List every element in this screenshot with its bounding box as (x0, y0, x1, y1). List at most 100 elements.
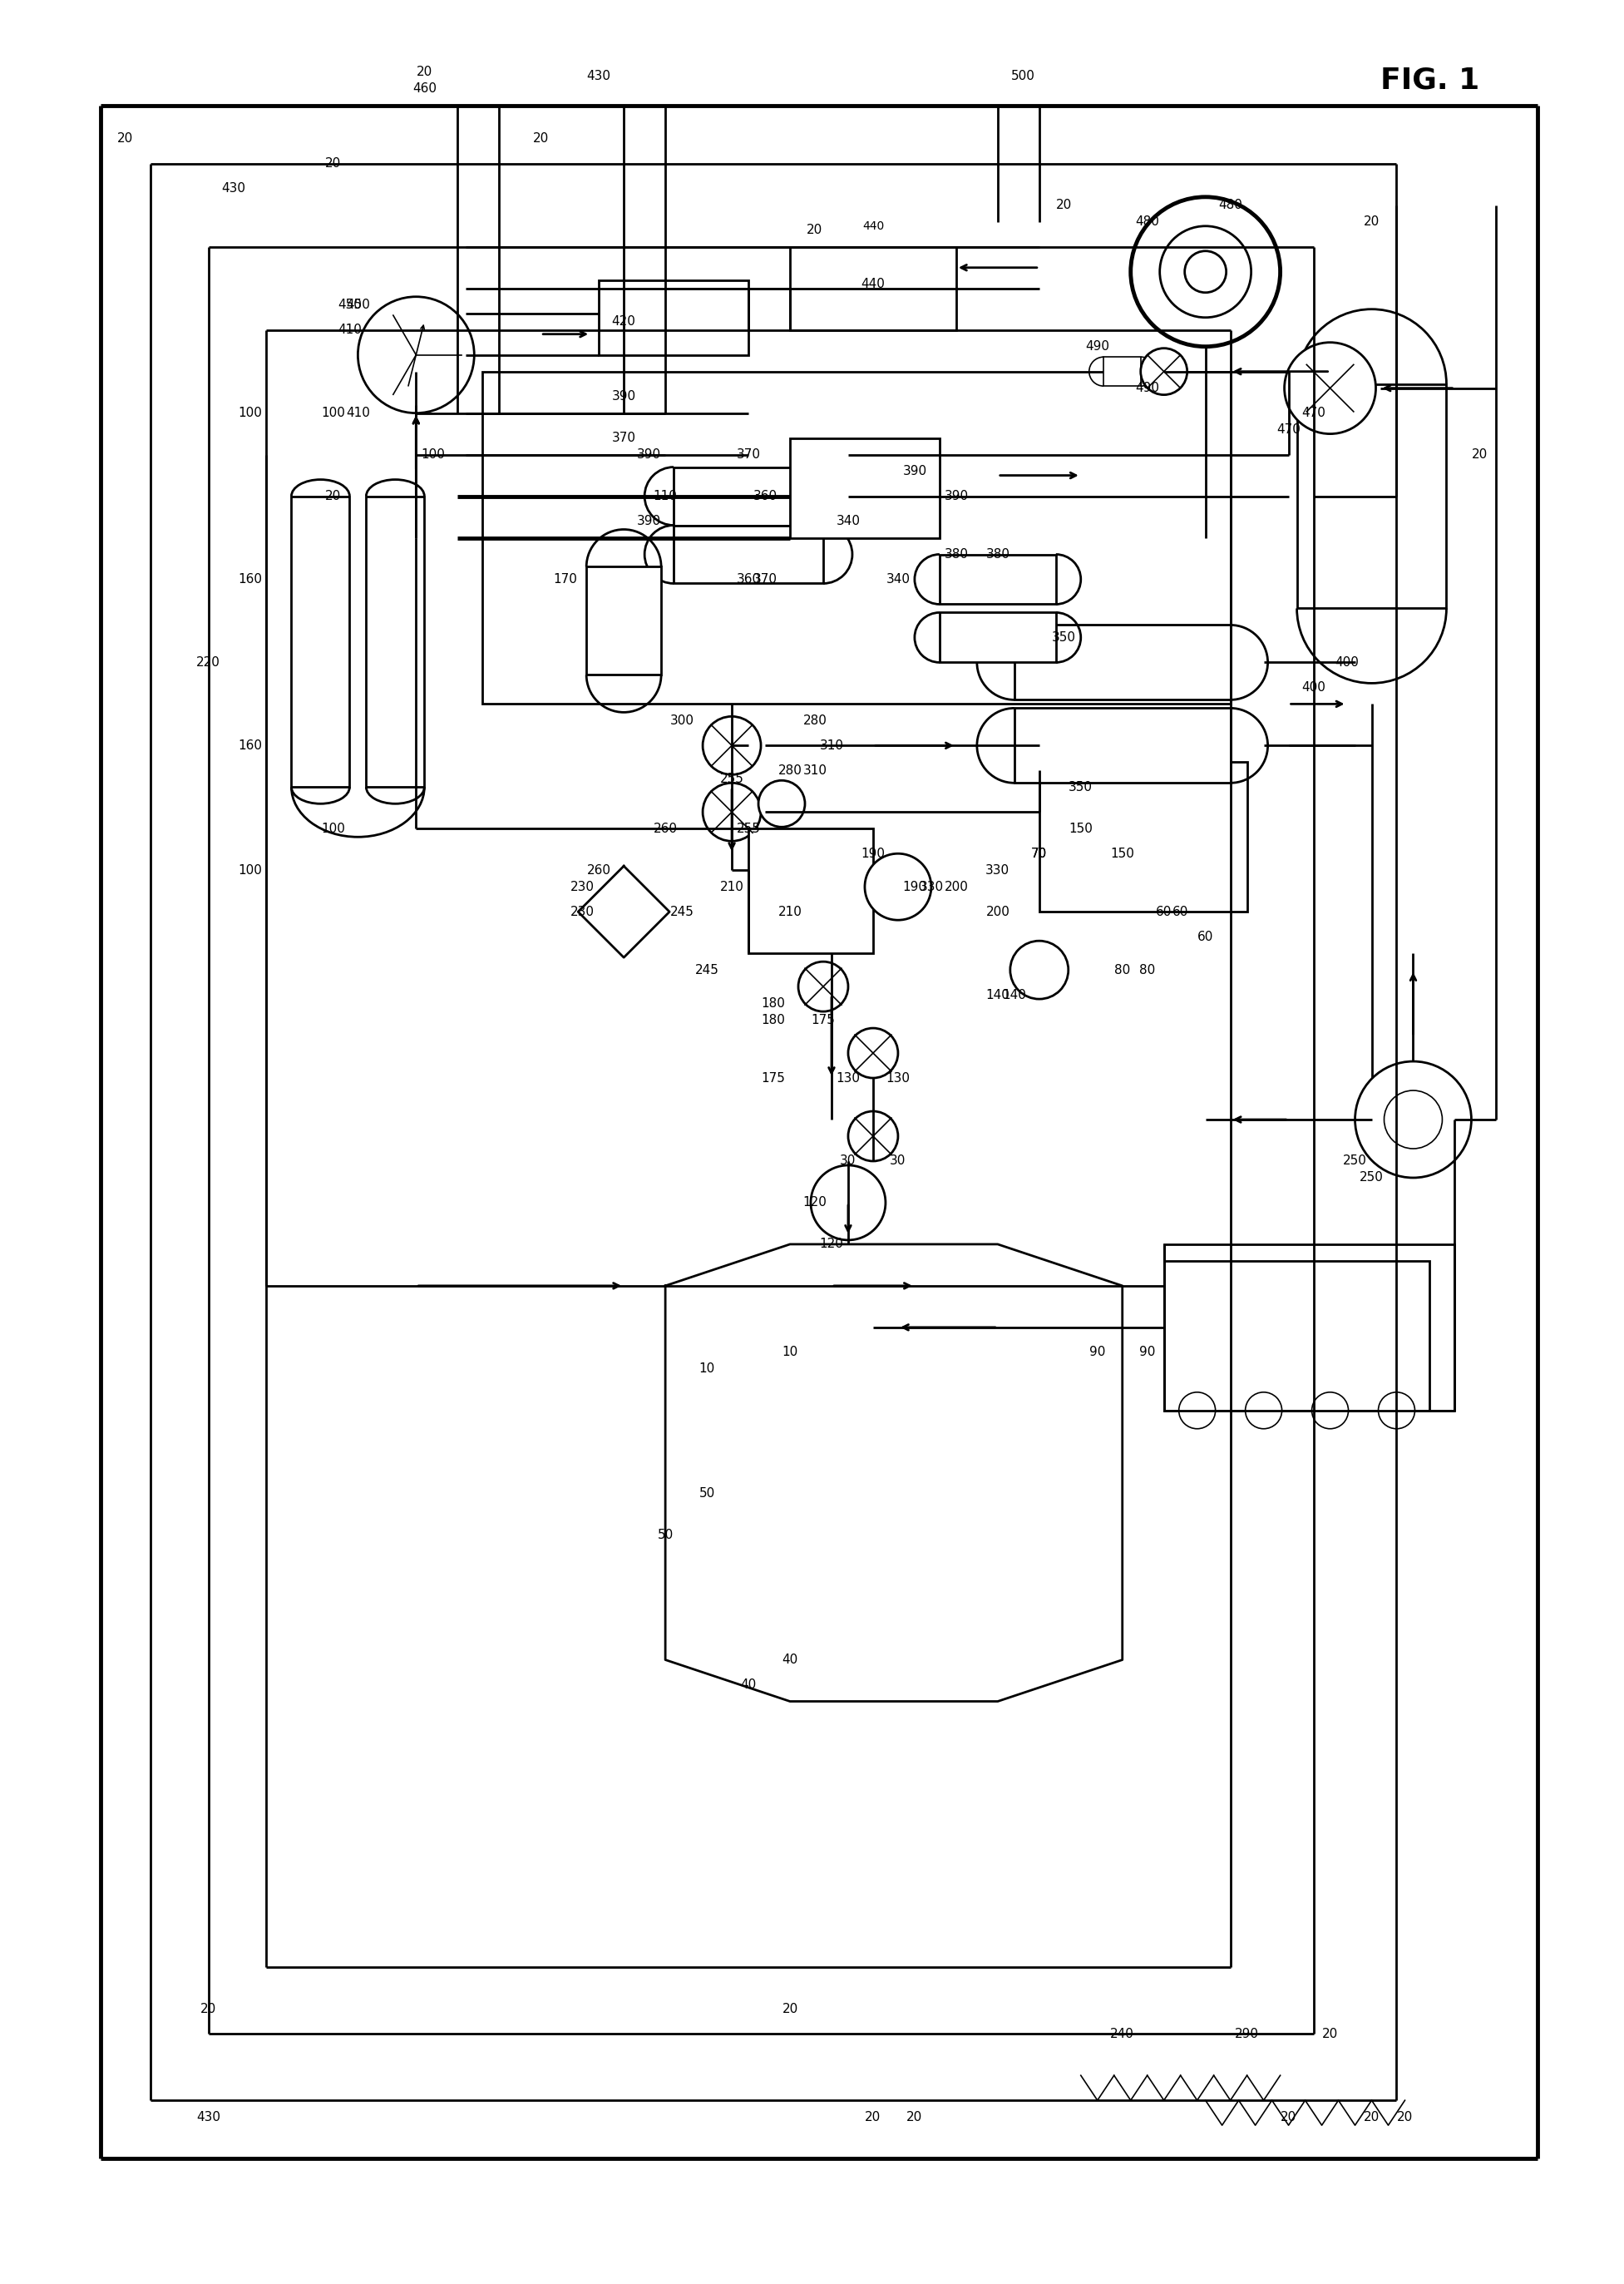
Text: 150: 150 (1111, 847, 1135, 859)
Text: 20: 20 (325, 158, 341, 169)
Text: 20: 20 (416, 66, 432, 78)
Text: 120: 120 (820, 1238, 843, 1249)
Text: 150: 150 (1069, 822, 1093, 836)
Text: 130: 130 (887, 1071, 909, 1085)
Text: 250: 250 (1343, 1156, 1367, 1167)
Text: 20: 20 (200, 2003, 216, 2014)
Text: 120: 120 (802, 1197, 827, 1208)
Text: 190: 190 (861, 847, 885, 859)
Bar (789, 247, 957, 329)
Text: 160: 160 (237, 740, 261, 751)
Text: 400: 400 (1335, 656, 1359, 669)
Text: 490: 490 (1135, 381, 1160, 395)
Text: 80: 80 (1140, 964, 1155, 975)
Circle shape (1384, 1089, 1442, 1149)
Bar (1104, 356, 1142, 386)
Text: 20: 20 (533, 132, 549, 144)
Text: 175: 175 (762, 1071, 786, 1085)
Text: 20: 20 (1471, 448, 1488, 461)
Text: 290: 290 (1234, 2028, 1259, 2040)
Bar (1298, 384, 1447, 608)
Text: 50: 50 (658, 1528, 674, 1542)
Text: 60: 60 (1156, 904, 1173, 918)
Bar (291, 496, 349, 788)
Text: 180: 180 (762, 996, 786, 1010)
Text: 370: 370 (754, 573, 778, 585)
Text: 310: 310 (820, 740, 843, 751)
Text: 245: 245 (671, 904, 693, 918)
Text: 110: 110 (653, 491, 677, 502)
Circle shape (703, 717, 762, 774)
Text: 20: 20 (866, 2110, 882, 2124)
Circle shape (848, 1028, 898, 1078)
Bar (1164, 1261, 1429, 1412)
Text: 450: 450 (346, 299, 370, 311)
Circle shape (357, 297, 474, 413)
Text: 70: 70 (1031, 847, 1047, 859)
Text: 210: 210 (719, 882, 744, 893)
Text: 260: 260 (653, 822, 677, 836)
Text: 170: 170 (554, 573, 578, 585)
Circle shape (810, 1165, 885, 1240)
Text: 40: 40 (783, 1654, 797, 1665)
Text: 390: 390 (612, 391, 637, 402)
Text: 360: 360 (736, 573, 760, 585)
Circle shape (1179, 1393, 1215, 1430)
Circle shape (848, 1112, 898, 1160)
Text: 30: 30 (890, 1156, 906, 1167)
Text: 20: 20 (117, 132, 133, 144)
Bar (1015, 626, 1231, 699)
Text: 330: 330 (919, 882, 944, 893)
Text: 380: 380 (986, 548, 1010, 560)
Circle shape (1140, 347, 1187, 395)
Bar (674, 468, 823, 525)
Text: 350: 350 (1052, 630, 1077, 644)
Text: 160: 160 (237, 573, 261, 585)
Text: 20: 20 (1397, 2110, 1413, 2124)
Text: 220: 220 (197, 656, 221, 669)
Circle shape (1312, 1393, 1348, 1430)
Text: 20: 20 (783, 2003, 797, 2014)
Circle shape (758, 781, 806, 827)
Circle shape (1130, 196, 1280, 347)
Text: 340: 340 (836, 514, 861, 528)
Text: 20: 20 (1322, 2028, 1338, 2040)
Text: 330: 330 (986, 863, 1010, 877)
Text: 390: 390 (903, 466, 927, 477)
Text: 20: 20 (1364, 2110, 1380, 2124)
Text: 130: 130 (836, 1071, 861, 1085)
Text: 90: 90 (1138, 1345, 1155, 1359)
Text: 260: 260 (586, 863, 611, 877)
Text: 380: 380 (944, 548, 968, 560)
Text: 10: 10 (698, 1364, 715, 1375)
Bar (789, 439, 940, 537)
Text: 420: 420 (612, 315, 635, 329)
Text: 255: 255 (736, 822, 760, 836)
Text: 460: 460 (412, 82, 437, 96)
Circle shape (370, 308, 461, 400)
Circle shape (1246, 1393, 1281, 1430)
Text: 480: 480 (1218, 199, 1242, 212)
Text: 180: 180 (762, 1014, 786, 1026)
Text: 280: 280 (802, 715, 827, 726)
Text: 70: 70 (1031, 847, 1047, 859)
Text: 20: 20 (906, 2110, 922, 2124)
Text: 90: 90 (1090, 1345, 1106, 1359)
Text: FIG. 1: FIG. 1 (1380, 66, 1479, 94)
Text: 240: 240 (1111, 2028, 1135, 2040)
Text: 200: 200 (986, 904, 1010, 918)
Text: 390: 390 (944, 491, 968, 502)
Text: 140: 140 (1002, 989, 1026, 1000)
Text: 100: 100 (237, 407, 261, 420)
Text: 300: 300 (669, 715, 693, 726)
Text: 390: 390 (637, 514, 661, 528)
Text: 20: 20 (1056, 199, 1072, 212)
Text: 340: 340 (887, 573, 909, 585)
Text: 50: 50 (698, 1487, 715, 1501)
Text: 40: 40 (741, 1679, 757, 1690)
Text: 20: 20 (325, 491, 341, 502)
Bar (940, 555, 1056, 605)
Text: 20: 20 (1364, 215, 1380, 228)
Bar (749, 829, 874, 952)
Text: 400: 400 (1301, 681, 1325, 694)
